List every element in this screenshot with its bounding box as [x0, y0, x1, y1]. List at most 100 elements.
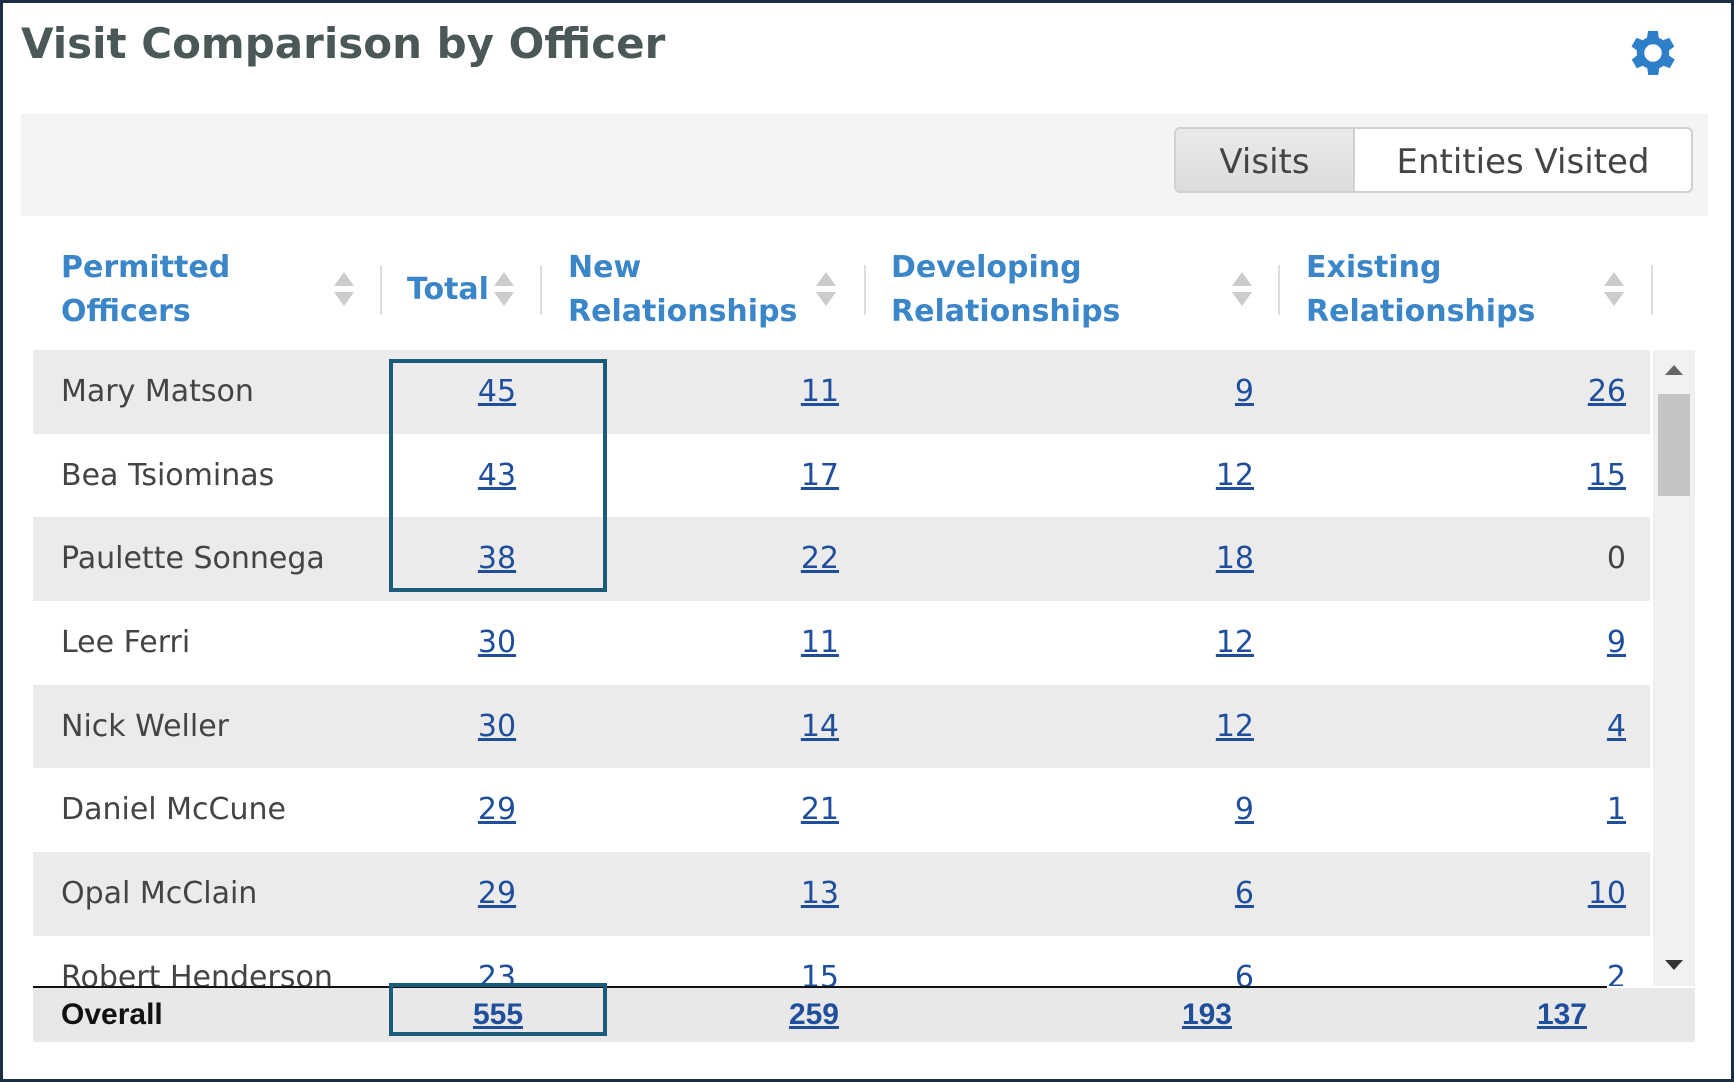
highlight-box [389, 359, 607, 592]
count-link[interactable]: 21 [800, 792, 839, 828]
count-link[interactable]: 17 [800, 457, 839, 493]
count-link[interactable]: 12 [1215, 708, 1254, 744]
count-cell[interactable]: 12 [1054, 601, 1254, 685]
count-cell[interactable]: 18 [1054, 517, 1254, 601]
count-link[interactable]: 29 [477, 792, 517, 828]
count-link[interactable]: 6 [1234, 876, 1254, 912]
count-cell[interactable]: 22 [639, 517, 839, 601]
total-link[interactable]: 193 [1181, 998, 1232, 1031]
footer-total[interactable]: 555 [398, 988, 598, 1042]
count-link[interactable]: 9 [1606, 625, 1626, 661]
count-link[interactable]: 29 [477, 876, 517, 912]
count-cell[interactable]: 30 [397, 685, 597, 769]
footer-total[interactable]: 259 [639, 988, 839, 1042]
column-header[interactable]: Existing Relationships [1306, 250, 1536, 329]
count-link[interactable]: 9 [1234, 792, 1254, 828]
count-link[interactable]: 11 [800, 374, 839, 409]
count-cell[interactable]: 13 [639, 852, 839, 936]
count-cell: 0 [1426, 517, 1626, 601]
settings-icon[interactable] [1623, 23, 1683, 83]
count-link[interactable]: 6 [1234, 959, 1254, 986]
toggle-button[interactable]: Visits [1174, 127, 1355, 193]
count-link[interactable]: 18 [1215, 541, 1254, 577]
footer-total[interactable]: 193 [1032, 988, 1232, 1042]
count-cell[interactable]: 26 [1426, 350, 1626, 434]
table-body: Mary Matson 45 11 9 26 Bea Tsiominas 43 17 12 15 P… [33, 350, 1650, 986]
column-separator [540, 265, 542, 315]
count-link[interactable]: 30 [477, 708, 517, 744]
count-cell[interactable]: 2 [1426, 936, 1626, 986]
cell-text: Robert Henderson [61, 959, 333, 986]
officer-name: Opal McClain [61, 852, 257, 936]
count-cell[interactable]: 17 [639, 434, 839, 518]
count-link[interactable]: 15 [800, 959, 839, 986]
count-cell[interactable]: 9 [1426, 601, 1626, 685]
count-cell[interactable]: 12 [1054, 685, 1254, 769]
count-cell[interactable]: 11 [639, 601, 839, 685]
toggle-button[interactable]: Entities Visited [1353, 127, 1693, 193]
sort-icon[interactable] [1231, 269, 1253, 309]
count-cell[interactable]: 15 [1426, 434, 1626, 518]
sort-icon[interactable] [1603, 269, 1625, 309]
count-link[interactable]: 45 [477, 374, 517, 409]
count-cell[interactable]: 23 [397, 936, 597, 986]
count-link[interactable]: 12 [1215, 457, 1254, 493]
count-cell[interactable]: 15 [639, 936, 839, 986]
count-link[interactable]: 9 [1234, 374, 1254, 409]
count-cell[interactable]: 4 [1426, 685, 1626, 769]
count-cell[interactable]: 6 [1054, 936, 1254, 986]
count-link[interactable]: 11 [800, 625, 839, 661]
column-header[interactable]: Total [407, 272, 489, 307]
column-header[interactable]: Developing Relationships [891, 250, 1121, 329]
count-link[interactable]: 10 [1587, 876, 1626, 912]
count-cell[interactable]: 1 [1426, 768, 1626, 852]
count-cell[interactable]: 30 [397, 601, 597, 685]
sort-icon[interactable] [815, 269, 837, 309]
sort-icon[interactable] [333, 269, 355, 309]
count-link[interactable]: 43 [477, 457, 517, 493]
count-link[interactable]: 23 [477, 959, 517, 986]
count-link[interactable]: 30 [477, 625, 517, 661]
count-cell[interactable]: 9 [1054, 768, 1254, 852]
count-cell[interactable]: 12 [1054, 434, 1254, 518]
count-cell[interactable]: 6 [1054, 852, 1254, 936]
count-cell[interactable]: 43 [397, 434, 597, 518]
count-link[interactable]: 1 [1606, 792, 1626, 828]
total-link[interactable]: 555 [472, 998, 524, 1031]
count-link[interactable]: 4 [1606, 708, 1626, 744]
column-header[interactable]: New Relationships [568, 250, 798, 329]
sort-icon[interactable] [493, 269, 515, 309]
count-link[interactable]: 12 [1215, 625, 1254, 661]
count-cell[interactable]: 9 [1054, 350, 1254, 434]
table-row: Mary Matson 45 11 9 26 [33, 350, 1650, 434]
count-link[interactable]: 38 [477, 541, 517, 577]
count-link[interactable]: 15 [1587, 457, 1626, 493]
count-cell[interactable]: 10 [1426, 852, 1626, 936]
count-cell[interactable]: 14 [639, 685, 839, 769]
column-header[interactable]: Permitted Officers [61, 250, 231, 329]
count-link[interactable]: 22 [800, 541, 839, 577]
count-link[interactable]: 14 [800, 708, 839, 744]
table-row: Bea Tsiominas 43 17 12 15 [33, 433, 1650, 518]
count-cell[interactable]: 38 [397, 517, 597, 601]
count-cell[interactable]: 45 [397, 350, 597, 434]
scrollbar[interactable] [1653, 350, 1695, 986]
total-link[interactable]: 137 [1536, 998, 1587, 1031]
count-link[interactable]: 2 [1606, 959, 1626, 986]
footer-total[interactable]: 137 [1387, 988, 1587, 1042]
scroll-up[interactable] [1665, 365, 1683, 375]
cell-text: Bea Tsiominas [61, 457, 275, 493]
count-cell[interactable]: 29 [397, 768, 597, 852]
scroll-down[interactable] [1665, 960, 1683, 970]
table-row: Daniel McCune 29 21 9 1 [33, 768, 1650, 853]
count-cell[interactable]: 11 [639, 350, 839, 434]
column-separator [1278, 265, 1280, 315]
count-cell[interactable]: 29 [397, 852, 597, 936]
total-link[interactable]: 259 [788, 998, 839, 1031]
scroll-thumb[interactable] [1658, 394, 1690, 496]
count-link[interactable]: 26 [1587, 374, 1626, 409]
count-link[interactable]: 13 [800, 876, 839, 912]
footer-rule [33, 986, 1607, 988]
count-cell[interactable]: 21 [639, 768, 839, 852]
